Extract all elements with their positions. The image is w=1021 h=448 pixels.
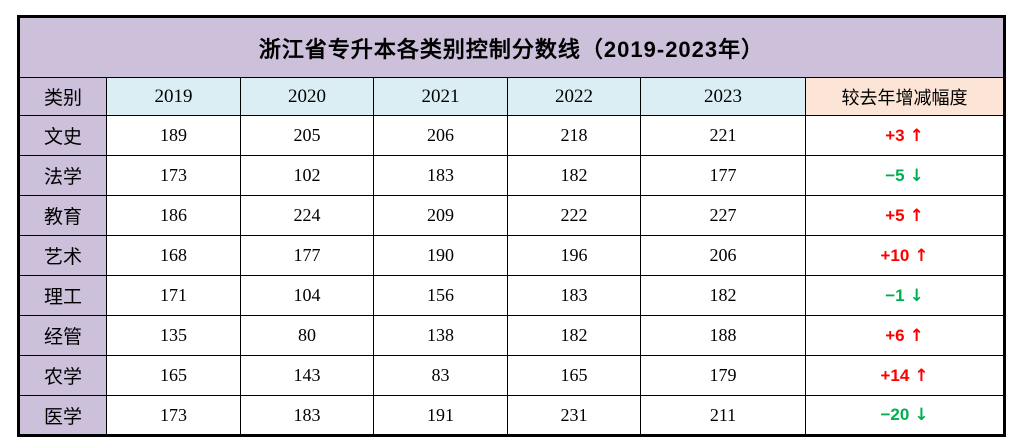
table-row: 艺术 168 177 190 196 206 +10 ↑ bbox=[18, 235, 1006, 276]
score-cell: 206 bbox=[640, 235, 806, 276]
score-cell: 177 bbox=[240, 235, 374, 276]
trend-arrow: ↑ bbox=[909, 325, 924, 346]
header-year-2022: 2022 bbox=[507, 77, 641, 116]
scores-table: 浙江省专升本各类别控制分数线（2019-2023年） 类别 2019 2020 … bbox=[17, 15, 1007, 437]
score-cell: 206 bbox=[373, 115, 508, 156]
header-category: 类别 bbox=[18, 77, 107, 116]
change-value: +10 bbox=[880, 245, 910, 265]
trend-arrow: ↓ bbox=[909, 165, 924, 186]
change-cell: −1 ↓ bbox=[804, 275, 1006, 316]
score-cell: 173 bbox=[106, 155, 241, 196]
change-value: −20 bbox=[880, 405, 910, 424]
score-cell: 83 bbox=[373, 355, 508, 396]
category-cell: 法学 bbox=[18, 155, 107, 196]
header-year-2020: 2020 bbox=[240, 77, 374, 116]
score-cell: 173 bbox=[106, 395, 241, 436]
title-row: 浙江省专升本各类别控制分数线（2019-2023年） bbox=[17, 16, 1006, 78]
table-row: 法学 173 102 183 182 177 −5 ↓ bbox=[18, 155, 1006, 196]
score-cell: 156 bbox=[373, 275, 508, 316]
score-cell: 222 bbox=[507, 195, 641, 236]
change-value: −5 bbox=[885, 165, 905, 185]
change-cell: −20 ↓ bbox=[804, 395, 1006, 436]
category-cell: 艺术 bbox=[18, 235, 107, 276]
score-cell: 189 bbox=[106, 115, 241, 156]
change-value: +3 bbox=[885, 125, 905, 145]
category-cell: 理工 bbox=[18, 275, 107, 316]
change-cell: −5 ↓ bbox=[804, 155, 1006, 196]
score-cell: 186 bbox=[106, 195, 241, 236]
header-row: 类别 2019 2020 2021 2022 2023 较去年增减幅度 bbox=[18, 77, 1006, 116]
change-value: +14 bbox=[880, 365, 910, 385]
score-cell: 80 bbox=[240, 315, 374, 356]
score-cell: 196 bbox=[507, 235, 641, 276]
score-cell: 224 bbox=[240, 195, 374, 236]
score-cell: 183 bbox=[373, 155, 508, 196]
score-cell: 143 bbox=[240, 355, 374, 396]
change-cell: +3 ↑ bbox=[804, 115, 1006, 156]
trend-arrow: ↑ bbox=[909, 125, 924, 146]
score-cell: 188 bbox=[640, 315, 806, 356]
header-year-2023: 2023 bbox=[640, 77, 806, 116]
trend-arrow: ↑ bbox=[914, 365, 929, 386]
change-cell: +14 ↑ bbox=[804, 355, 1006, 396]
category-cell: 教育 bbox=[18, 195, 107, 236]
table-row: 理工 171 104 156 183 182 −1 ↓ bbox=[18, 275, 1006, 316]
trend-arrow: ↑ bbox=[909, 205, 924, 226]
score-cell: 165 bbox=[106, 355, 241, 396]
category-cell: 农学 bbox=[18, 355, 107, 396]
header-change: 较去年增减幅度 bbox=[804, 77, 1006, 116]
score-cell: 104 bbox=[240, 275, 374, 316]
score-cell: 183 bbox=[240, 395, 374, 436]
header-year-2019: 2019 bbox=[106, 77, 241, 116]
header-year-2021: 2021 bbox=[373, 77, 508, 116]
score-cell: 231 bbox=[507, 395, 641, 436]
score-cell: 138 bbox=[373, 315, 508, 356]
table-row: 教育 186 224 209 222 227 +5 ↑ bbox=[18, 195, 1006, 236]
category-cell: 医学 bbox=[18, 395, 107, 436]
score-cell: 182 bbox=[507, 155, 641, 196]
change-value: +5 bbox=[885, 205, 905, 225]
score-cell: 190 bbox=[373, 235, 508, 276]
score-cell: 179 bbox=[640, 355, 806, 396]
trend-arrow: ↑ bbox=[914, 245, 929, 266]
table-row: 经管 135 80 138 182 188 +6 ↑ bbox=[18, 315, 1006, 356]
change-cell: +6 ↑ bbox=[804, 315, 1006, 356]
score-cell: 211 bbox=[640, 395, 806, 436]
change-cell: +5 ↑ bbox=[804, 195, 1006, 236]
score-cell: 183 bbox=[507, 275, 641, 316]
score-cell: 209 bbox=[373, 195, 508, 236]
change-value: +6 bbox=[885, 325, 905, 345]
score-cell: 182 bbox=[640, 275, 806, 316]
score-cell: 177 bbox=[640, 155, 806, 196]
score-cell: 205 bbox=[240, 115, 374, 156]
score-cell: 191 bbox=[373, 395, 508, 436]
score-cell: 165 bbox=[507, 355, 641, 396]
score-cell: 135 bbox=[106, 315, 241, 356]
trend-arrow: ↓ bbox=[914, 405, 929, 425]
table-title: 浙江省专升本各类别控制分数线（2019-2023年） bbox=[17, 16, 1006, 78]
score-cell: 171 bbox=[106, 275, 241, 316]
score-cell: 227 bbox=[640, 195, 806, 236]
score-cell: 102 bbox=[240, 155, 374, 196]
table-row: 文史 189 205 206 218 221 +3 ↑ bbox=[18, 115, 1006, 156]
score-cell: 218 bbox=[507, 115, 641, 156]
score-cell: 182 bbox=[507, 315, 641, 356]
change-cell: +10 ↑ bbox=[804, 235, 1006, 276]
score-cell: 168 bbox=[106, 235, 241, 276]
category-cell: 文史 bbox=[18, 115, 107, 156]
category-cell: 经管 bbox=[18, 315, 107, 356]
score-cell: 221 bbox=[640, 115, 806, 156]
table-row: 农学 165 143 83 165 179 +14 ↑ bbox=[18, 355, 1006, 396]
table-row: 医学 173 183 191 231 211 −20 ↓ bbox=[18, 395, 1006, 436]
trend-arrow: ↓ bbox=[909, 285, 924, 306]
change-value: −1 bbox=[885, 285, 905, 305]
